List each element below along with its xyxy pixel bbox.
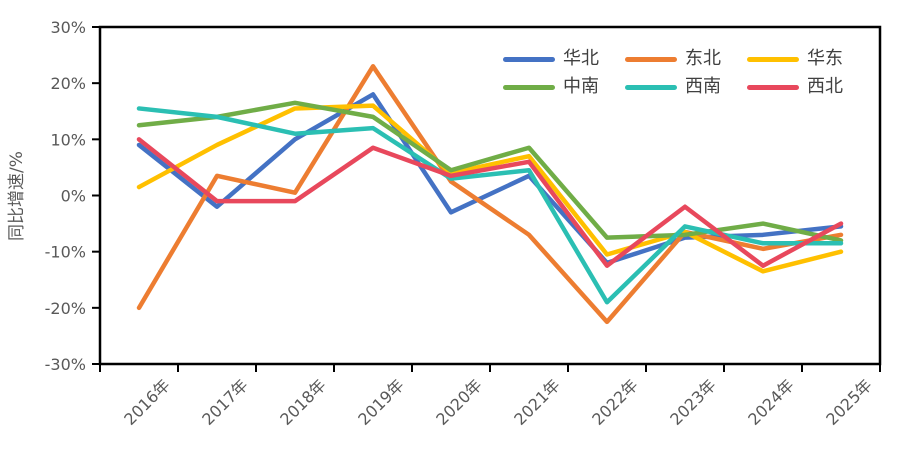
legend-item: 华东 xyxy=(747,50,843,68)
y-tick-label: -10% xyxy=(45,243,86,262)
x-tick-label: 2022年 xyxy=(588,375,642,429)
y-tick-label: -20% xyxy=(45,299,86,318)
legend-label: 中南 xyxy=(563,76,599,97)
series-lines xyxy=(136,64,844,325)
y-tick-label: 30% xyxy=(50,18,86,37)
legend-item: 东北 xyxy=(625,50,721,68)
legend-item: 中南 xyxy=(503,78,599,96)
y-axis-title: 同比增速/% xyxy=(7,151,27,241)
x-tick-label: 2019年 xyxy=(354,375,408,429)
legend-line-swatch xyxy=(625,56,677,62)
legend-item: 西南 xyxy=(625,78,721,96)
plot-border xyxy=(98,25,882,366)
legend-label: 东北 xyxy=(685,48,721,69)
x-tick-label: 2023年 xyxy=(666,375,720,429)
x-tick-label: 2024年 xyxy=(744,375,798,429)
legend-label: 华东 xyxy=(807,48,843,69)
series-line xyxy=(136,137,844,268)
legend-line-swatch xyxy=(503,56,555,62)
legend: 华北 东北 华东中南 西南 西北 xyxy=(503,50,843,96)
legend-line-swatch xyxy=(747,56,799,62)
legend-label: 华北 xyxy=(563,48,599,69)
series-line xyxy=(136,100,844,243)
x-tick-label: 2017年 xyxy=(198,375,252,429)
legend-label: 西北 xyxy=(807,76,843,97)
legend-label: 西南 xyxy=(685,76,721,97)
series-line xyxy=(136,106,844,305)
y-tick-label: 0% xyxy=(61,187,86,206)
legend-item: 西北 xyxy=(747,78,843,96)
x-tick-label: 2025年 xyxy=(822,375,876,429)
plot-border-rect xyxy=(98,25,882,366)
y-tick-label: -30% xyxy=(45,355,86,374)
legend-line-swatch xyxy=(503,84,555,90)
legend-line-swatch xyxy=(625,84,677,90)
x-tick-label: 2021年 xyxy=(510,375,564,429)
x-tick-label: 2018年 xyxy=(276,375,330,429)
series-line xyxy=(136,64,844,325)
x-tick-label: 2020年 xyxy=(432,375,486,429)
legend-item: 华北 xyxy=(503,50,599,68)
legend-line-swatch xyxy=(747,84,799,90)
x-tick-label: 2016年 xyxy=(120,375,174,429)
y-tick-label: 20% xyxy=(50,74,86,93)
y-tick-label: 10% xyxy=(50,130,86,149)
